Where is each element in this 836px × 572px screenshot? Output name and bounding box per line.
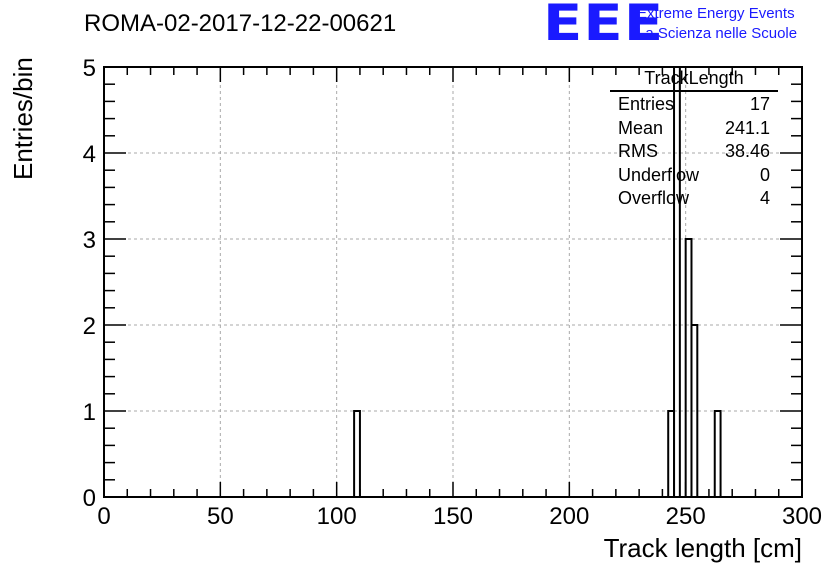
y-axis-label: Entries/bin <box>8 57 38 180</box>
eee-logo: EEE <box>543 0 665 52</box>
stats-value: 17 <box>749 94 770 114</box>
x-tick-label: 50 <box>207 503 234 530</box>
x-tick-label: 200 <box>549 503 589 530</box>
x-tick-label: 0 <box>97 503 110 530</box>
stats-label: Entries <box>618 94 675 114</box>
x-axis-label: Track length [cm] <box>603 533 802 563</box>
logo-caption-line1: Extreme Energy Events <box>637 5 795 22</box>
histogram-bar <box>353 410 361 498</box>
y-tick-label: 0 <box>83 485 96 512</box>
logo-caption-line2: La Scienza nelle Scuole <box>637 25 798 42</box>
stats-value: 4 <box>759 188 770 208</box>
stats-label: Overflow <box>618 188 690 208</box>
stats-value: 0 <box>759 164 770 185</box>
x-tick-label: 300 <box>782 503 822 530</box>
stats-row-overflow: Overflow 4 <box>610 188 778 212</box>
x-tick-label: 250 <box>666 503 706 530</box>
stats-label: Mean <box>618 117 664 138</box>
histogram-bar <box>713 410 722 498</box>
tick-labels: 0 50 100 150 200 250 300 0 1 2 3 4 5 <box>83 55 822 530</box>
stats-label: RMS <box>618 141 658 161</box>
y-tick-label: 5 <box>83 55 96 82</box>
logo-caption: Extreme Energy Events La Scienza nelle S… <box>637 4 797 44</box>
stats-row-rms: RMS 38.46 <box>610 141 778 165</box>
stats-row-entries: Entries 17 <box>610 94 778 118</box>
y-tick-label: 4 <box>83 141 96 168</box>
stats-box: TrackLength Entries 17 Mean 241.1 RMS 38… <box>610 68 778 212</box>
chart-title: ROMA-02-2017-12-22-00621 <box>84 10 397 37</box>
y-tick-label: 3 <box>83 227 96 254</box>
y-tick-label: 1 <box>83 399 96 426</box>
axes <box>103 66 803 498</box>
stats-label: Underflow <box>618 164 700 185</box>
x-tick-label: 150 <box>433 503 473 530</box>
y-tick-label: 2 <box>83 313 96 340</box>
stats-title: TrackLength <box>610 68 778 92</box>
x-tick-label: 100 <box>317 503 357 530</box>
stats-row-mean: Mean 241.1 <box>610 118 778 142</box>
stats-value: 38.46 <box>724 141 770 161</box>
stats-value: 241.1 <box>724 117 770 138</box>
stats-row-underflow: Underflow 0 <box>610 165 778 189</box>
